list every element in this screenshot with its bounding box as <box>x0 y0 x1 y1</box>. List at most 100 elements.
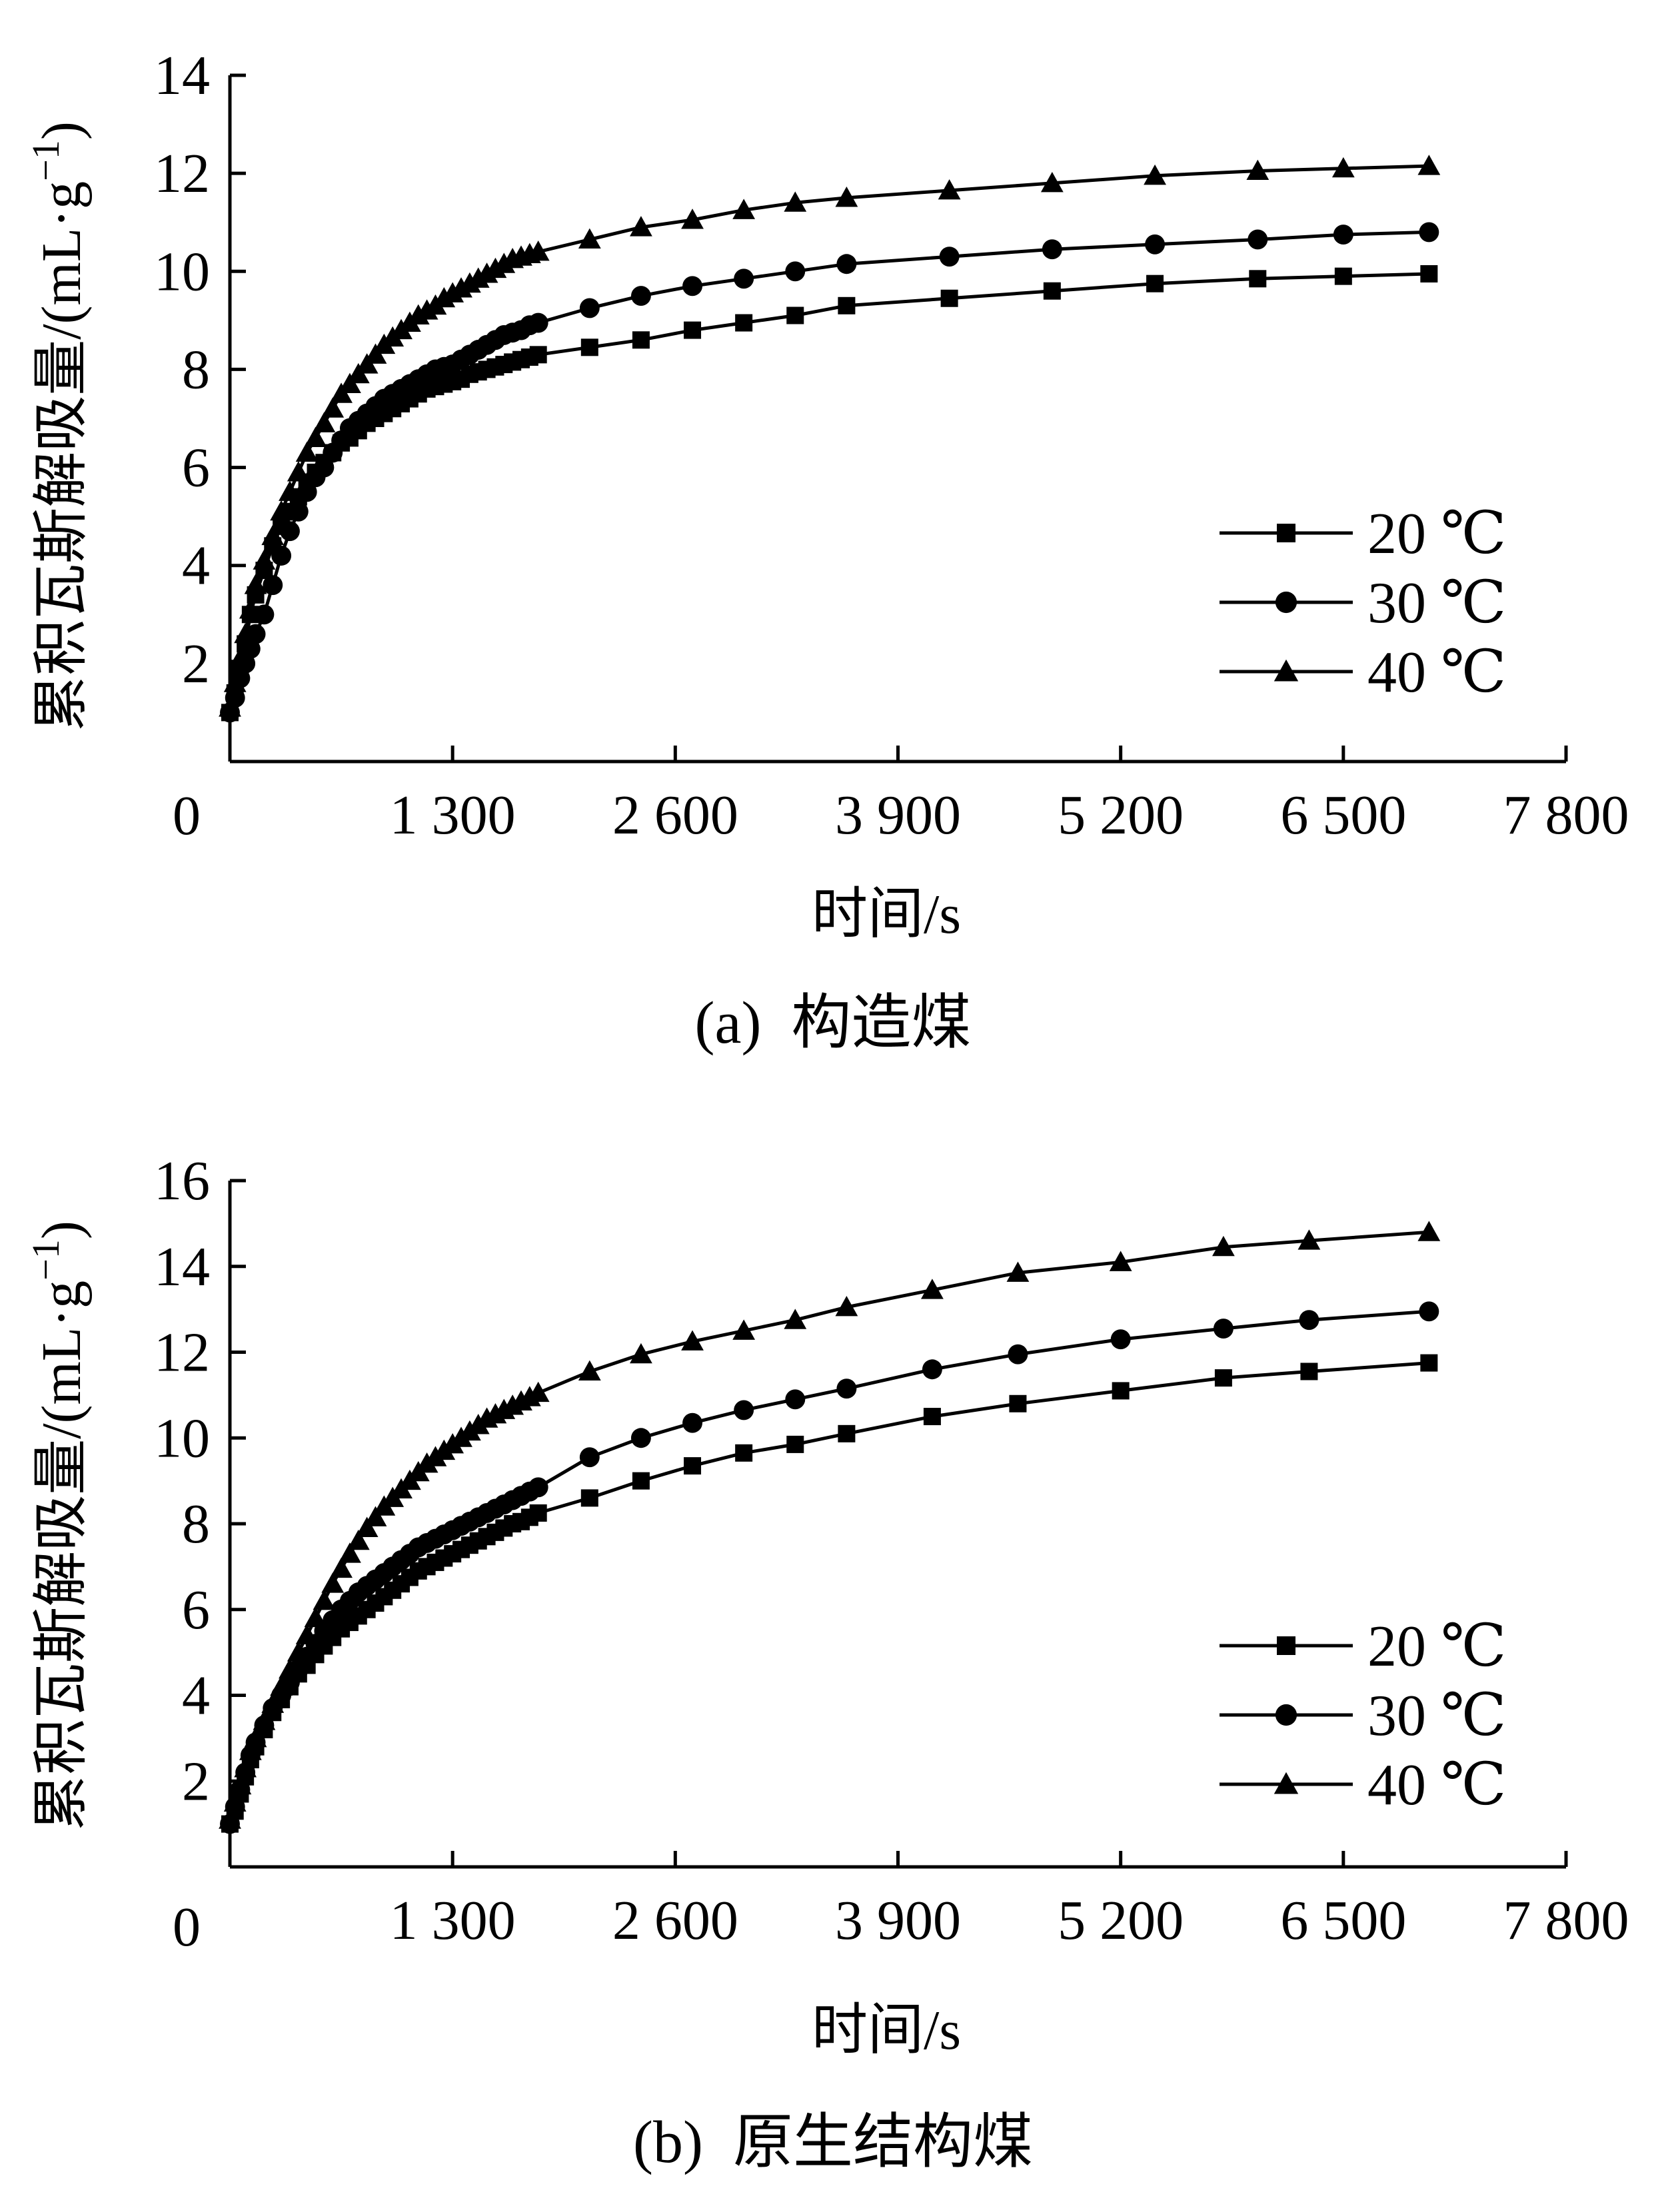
data-point-circle <box>922 1359 942 1380</box>
series-line-circle <box>228 230 1429 714</box>
y-tick-label: 4 <box>182 1665 210 1727</box>
data-point-square <box>632 1472 650 1490</box>
legend-label: 20 ℃ <box>1367 502 1506 566</box>
x-tick-label: 1 300 <box>390 1890 516 1951</box>
data-point-circle <box>734 269 754 289</box>
data-point-triangle <box>784 191 807 212</box>
series-line-triangle <box>228 164 1429 708</box>
data-point-square <box>735 1444 753 1462</box>
data-point-circle <box>1333 225 1353 245</box>
x-tick-label: 5 200 <box>1058 784 1184 846</box>
data-point-triangle <box>938 179 961 200</box>
data-point-square <box>786 306 804 324</box>
data-point-circle <box>836 254 857 275</box>
data-point-triangle <box>1144 164 1166 185</box>
data-point-circle <box>630 286 651 306</box>
data-point-triangle <box>835 187 858 207</box>
data-point-circle <box>682 1412 702 1433</box>
data-point-triangle <box>355 1516 379 1537</box>
data-point-square <box>1249 270 1267 288</box>
data-point-circle <box>271 546 292 566</box>
data-point-square <box>684 321 702 339</box>
data-point-circle <box>785 261 806 282</box>
x-tick-label: 3 900 <box>835 784 961 846</box>
data-point-triangle <box>279 480 301 501</box>
x-tick-label: 5 200 <box>1058 1890 1184 1951</box>
data-point-circle <box>314 457 335 478</box>
data-marks <box>219 155 1441 723</box>
data-point-triangle <box>364 1506 387 1526</box>
data-point-triangle <box>1297 1229 1321 1250</box>
y-axis-title-main: 累积瓦斯解吸量/(mL·g <box>31 1281 93 1831</box>
data-point-square <box>529 346 547 364</box>
data-point-triangle <box>313 412 336 432</box>
data-point-circle <box>1213 1319 1234 1339</box>
data-point-square <box>1334 267 1352 285</box>
data-point-circle <box>263 575 283 596</box>
figure-caption: (b) 原生结构煤 <box>633 2109 1033 2175</box>
data-point-circle <box>734 1400 754 1420</box>
data-point-triangle <box>347 1529 370 1550</box>
data-point-square <box>1214 1369 1232 1387</box>
y-axis-title-close: ) <box>31 1221 93 1239</box>
data-point-triangle <box>287 1641 310 1662</box>
data-point-triangle <box>253 1710 276 1730</box>
legend-label: 20 ℃ <box>1367 1614 1506 1679</box>
data-point-triangle <box>234 622 257 644</box>
y-axis-title-main: 累积瓦斯解吸量/(mL·g <box>31 181 93 732</box>
data-point-square <box>1300 1363 1318 1381</box>
data-point-triangle <box>578 1360 601 1381</box>
data-point-circle <box>785 1389 806 1410</box>
x-tick-label: 2 600 <box>612 784 738 846</box>
data-marks <box>219 1221 1441 1834</box>
y-axis-title-superscript: −1 <box>24 1239 67 1281</box>
data-point-triangle <box>921 1279 944 1299</box>
data-point-circle <box>579 1447 600 1468</box>
x-tick-label: 6 500 <box>1280 1890 1406 1951</box>
data-point-square <box>580 338 598 356</box>
x-tick-label: 2 600 <box>612 1890 738 1951</box>
data-point-triangle <box>526 1381 550 1402</box>
data-point-circle <box>682 276 702 296</box>
data-point-circle <box>630 1428 651 1448</box>
data-point-triangle <box>630 216 652 237</box>
data-point-circle <box>254 604 275 625</box>
data-point-square <box>632 331 650 349</box>
data-point-square <box>735 314 753 332</box>
legend: 20 ℃30 ℃40 ℃ <box>1220 502 1506 705</box>
data-point-circle <box>579 298 600 318</box>
legend-marker-circle <box>1275 1704 1297 1726</box>
data-point-triangle <box>321 1572 345 1593</box>
data-point-triangle <box>279 1658 301 1679</box>
data-point-triangle <box>253 549 276 570</box>
data-point-triangle <box>835 1296 858 1317</box>
x-axis-title: 时间/s <box>812 1999 961 2061</box>
data-point-triangle <box>229 1774 252 1795</box>
data-point-circle <box>1042 239 1062 260</box>
data-point-triangle <box>526 240 550 261</box>
data-point-triangle <box>239 1740 262 1760</box>
legend-marker-triangle <box>1273 1772 1299 1794</box>
data-point-square <box>923 1408 941 1426</box>
data-point-circle <box>1145 234 1166 255</box>
data-point-square <box>1112 1382 1130 1400</box>
y-tick-label: 14 <box>154 45 210 107</box>
y-axis-title: 累积瓦斯解吸量/(mL·g−1) <box>24 1221 93 1831</box>
data-point-triangle <box>321 397 345 418</box>
data-point-triangle <box>234 1757 257 1778</box>
y-axis-title-close: ) <box>31 121 93 140</box>
data-point-triangle <box>1417 1221 1441 1241</box>
data-point-circle <box>1419 1301 1439 1322</box>
data-point-triangle <box>270 500 293 521</box>
legend-marker-circle <box>1275 591 1297 614</box>
data-point-triangle <box>1006 1261 1030 1282</box>
data-point-triangle <box>784 1309 807 1329</box>
legend-marker-square <box>1277 524 1295 542</box>
data-point-triangle <box>239 598 262 619</box>
data-point-triangle <box>261 524 285 546</box>
legend-marker-triangle <box>1273 659 1299 682</box>
y-tick-label: 8 <box>182 338 210 400</box>
x-tick-label: 3 900 <box>835 1890 961 1951</box>
x-tick-label: 7 800 <box>1503 784 1629 846</box>
data-point-triangle <box>1246 159 1269 180</box>
